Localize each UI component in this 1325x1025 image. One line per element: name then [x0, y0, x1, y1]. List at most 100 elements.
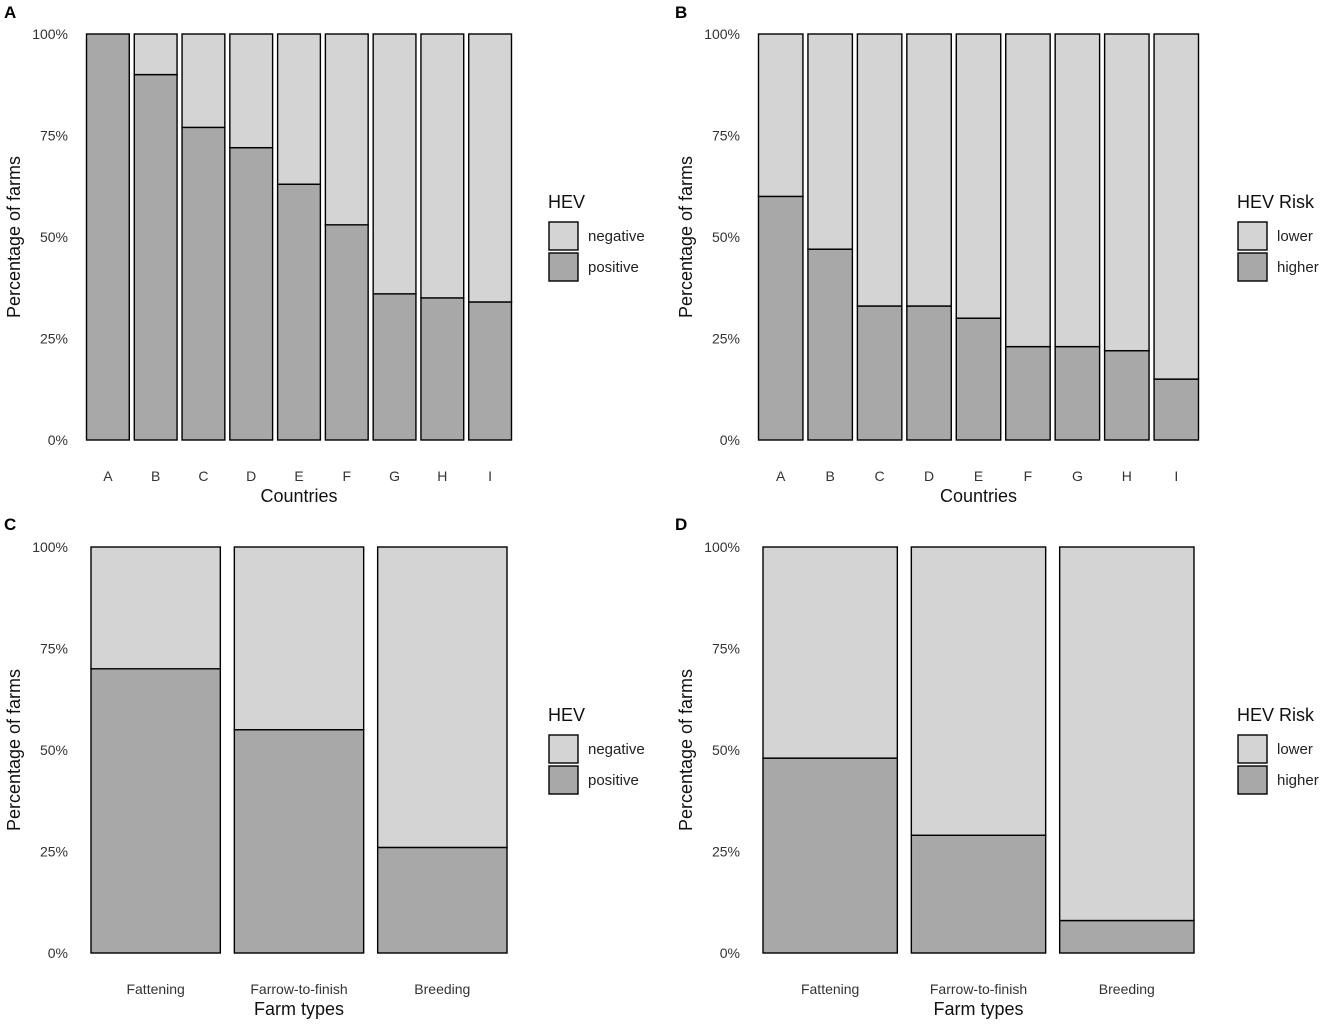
y-tick-label: 0% [48, 432, 68, 448]
x-axis-title: Farm types [933, 999, 1023, 1019]
y-tick-label: 50% [40, 742, 68, 758]
y-tick-label: 50% [712, 229, 740, 245]
legend-key-higher [1237, 252, 1268, 282]
y-tick-label: 25% [40, 844, 68, 860]
bar-positive-e [276, 183, 322, 441]
x-tick-label: E [974, 468, 983, 484]
x-tick-label: Farrow-to-finish [250, 981, 347, 997]
bar-lower-farrow-to-finish [910, 546, 1047, 836]
legend-key-lower [1237, 221, 1268, 251]
y-tick-label: 25% [712, 331, 740, 347]
y-axis-title: Percentage of farms [676, 156, 696, 318]
x-tick-label: B [825, 468, 834, 484]
panel-letter: A [4, 3, 16, 22]
y-tick-label: 100% [704, 539, 740, 555]
y-axis-title: Percentage of farms [4, 156, 24, 318]
x-tick-label: Breeding [1099, 981, 1155, 997]
y-tick-label: 75% [40, 641, 68, 657]
panel-letter: B [675, 3, 687, 22]
bar-lower-b [807, 33, 854, 250]
y-tick-label: 100% [32, 539, 68, 555]
bar-positive-b [133, 73, 178, 441]
x-tick-label: D [246, 468, 256, 484]
y-tick-label: 50% [40, 229, 68, 245]
x-tick-label: C [198, 468, 208, 484]
bar-lower-e [955, 33, 1002, 319]
y-tick-label: 100% [32, 26, 68, 42]
y-tick-label: 25% [40, 331, 68, 347]
y-tick-label: 75% [712, 128, 740, 144]
legend-key-positive [548, 252, 579, 282]
x-tick-label: I [1174, 468, 1178, 484]
x-tick-label: Breeding [414, 981, 470, 997]
legend-key-lower [1237, 734, 1268, 764]
panel-letter: D [675, 515, 687, 534]
legend-key-positive [548, 765, 579, 795]
y-tick-label: 75% [40, 128, 68, 144]
bar-lower-g [1054, 33, 1101, 348]
y-tick-label: 0% [720, 432, 740, 448]
x-tick-label: C [875, 468, 885, 484]
legend-label-positive: positive [588, 259, 639, 276]
x-tick-label: G [1072, 468, 1083, 484]
bar-negative-d [229, 33, 274, 149]
x-tick-label: H [437, 468, 447, 484]
bar-higher-i [1153, 378, 1200, 441]
x-tick-label: Farrow-to-finish [930, 981, 1027, 997]
x-tick-label: G [389, 468, 400, 484]
bar-negative-g [372, 33, 417, 295]
bar-higher-a [757, 195, 804, 441]
legend-title: HEV [548, 192, 585, 212]
bar-lower-breeding [1058, 546, 1195, 922]
y-tick-label: 50% [712, 742, 740, 758]
bar-higher-h [1103, 349, 1150, 441]
x-tick-label: A [103, 468, 113, 484]
bar-higher-d [906, 305, 952, 441]
x-tick-label: B [151, 468, 160, 484]
y-tick-label: 0% [720, 945, 740, 961]
bar-positive-f [324, 224, 369, 441]
legend-key-higher [1237, 765, 1268, 795]
legend-label-negative: negative [588, 741, 645, 758]
bar-positive-g [372, 293, 417, 441]
x-axis-title: Farm types [254, 999, 344, 1019]
bar-positive-fattening [90, 668, 222, 954]
panel-a: A 0% 25% 50% 75% 100% Percentage of farms A B C D E… [4, 3, 645, 506]
y-tick-label: 100% [704, 26, 740, 42]
legend-label-negative: negative [588, 228, 645, 245]
x-tick-label: I [488, 468, 492, 484]
bar-lower-d [906, 33, 952, 307]
legend-label-positive: positive [588, 772, 639, 789]
legend-label-higher: higher [1277, 259, 1319, 276]
bar-higher-farrow-to-finish [910, 834, 1047, 954]
x-tick-label: Fattening [801, 981, 859, 997]
legend-title: HEV Risk [1237, 705, 1315, 725]
bar-positive-i [468, 301, 513, 441]
bar-higher-fattening [762, 757, 899, 954]
y-axis-title: Percentage of farms [4, 669, 24, 831]
bar-higher-f [1005, 345, 1051, 441]
bar-positive-breeding [376, 846, 508, 954]
bar-negative-e [276, 33, 322, 185]
x-axis-title: Countries [260, 486, 337, 506]
bar-positive-farrow-to-finish [233, 729, 365, 954]
x-tick-label: F [342, 468, 351, 484]
bar-negative-c [181, 33, 226, 129]
bar-higher-e [955, 317, 1002, 441]
legend-label-lower: lower [1277, 228, 1313, 245]
x-axis-title: Countries [940, 486, 1017, 506]
panel-b: B 0% 25% 50% 75% 100% Percentage of farms A B C D E… [675, 3, 1319, 506]
bar-negative-h [420, 33, 465, 299]
bar-negative-farrow-to-finish [233, 546, 365, 731]
bar-positive-d [229, 146, 274, 441]
legend-title: HEV [548, 705, 585, 725]
y-tick-label: 25% [712, 844, 740, 860]
bar-higher-c [856, 305, 903, 441]
legend-title: HEV Risk [1237, 192, 1315, 212]
legend-label-lower: lower [1277, 741, 1313, 758]
x-tick-label: Fattening [126, 981, 184, 997]
x-tick-label: D [924, 468, 934, 484]
bar-higher-breeding [1058, 919, 1195, 954]
